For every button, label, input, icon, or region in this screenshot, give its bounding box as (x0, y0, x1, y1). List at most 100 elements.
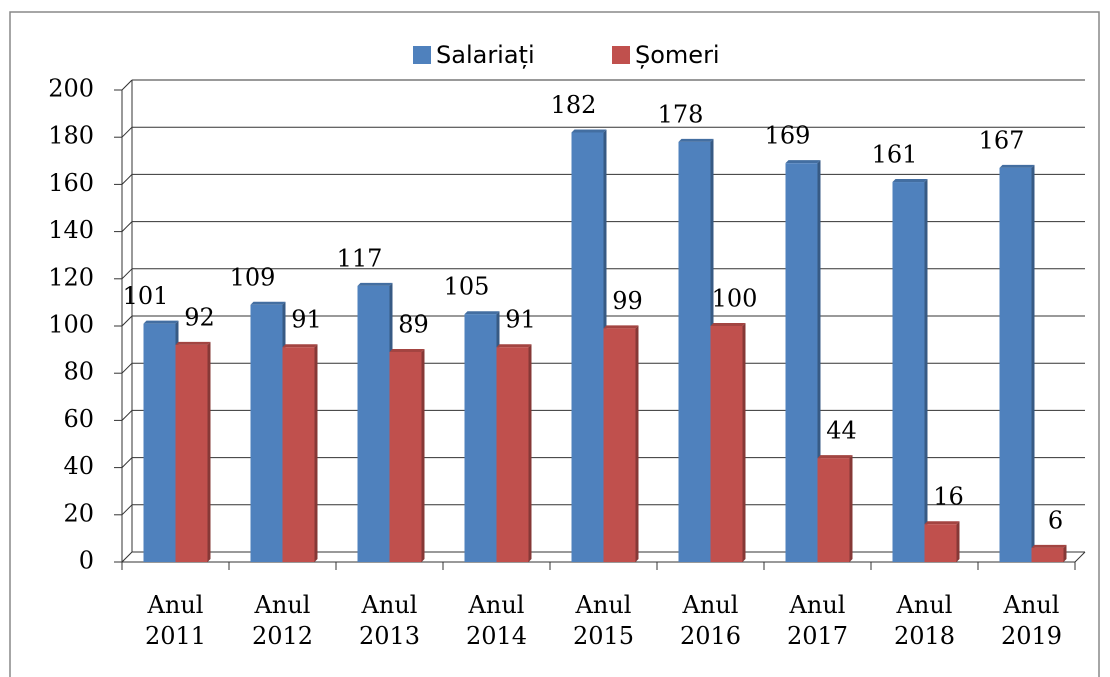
data-label: 6 (1048, 506, 1063, 534)
bar (603, 328, 636, 562)
bar (678, 141, 711, 563)
bar-top (678, 138, 714, 142)
bar-top (817, 455, 853, 459)
bar (999, 167, 1032, 562)
bar (817, 458, 850, 562)
bar-side (421, 348, 425, 562)
y-tick-label: 200 (48, 75, 94, 103)
data-label: 161 (872, 141, 918, 169)
chart-frame (9, 11, 1100, 677)
bar (892, 182, 925, 563)
y-tick-label: 180 (48, 122, 94, 150)
bar (250, 304, 283, 562)
data-label: 182 (551, 91, 597, 119)
bar (143, 323, 176, 562)
bar-top (785, 160, 821, 164)
data-label: 89 (398, 310, 429, 338)
x-axis-side (1074, 551, 1086, 563)
x-tick-label: Anul 2016 (679, 591, 742, 650)
y-tick-label: 40 (63, 452, 94, 480)
data-label: 16 (933, 483, 964, 511)
grid-line (121, 126, 133, 138)
bar (357, 285, 390, 562)
bar-top (999, 164, 1035, 168)
legend-swatch (612, 46, 630, 64)
bar-top (143, 320, 179, 324)
grid-line (121, 551, 133, 563)
bar-top (924, 521, 960, 525)
bar-top (175, 341, 211, 345)
data-label: 178 (658, 100, 704, 128)
grid-line (121, 79, 133, 91)
x-tick-label: Anul 2014 (465, 591, 528, 650)
bar (924, 524, 957, 562)
grid-line (121, 221, 133, 232)
bar (175, 344, 208, 562)
bar-side (1031, 164, 1035, 562)
grid-line (121, 457, 133, 468)
x-tick-label: Anul 2017 (786, 591, 849, 650)
bar-top (357, 282, 393, 286)
grid-line (121, 268, 133, 280)
data-label: 169 (765, 122, 811, 150)
y-tick-label: 60 (63, 405, 94, 433)
grid-line (121, 362, 133, 374)
legend-label: Șomeri (635, 41, 720, 69)
bar-top (892, 179, 928, 183)
grid-line (121, 504, 133, 516)
x-tick-label: Anul 2018 (893, 591, 956, 650)
x-tick-label: Anul 2015 (572, 591, 635, 650)
data-label: 101 (123, 282, 169, 310)
bar-side (1063, 544, 1067, 562)
bar-top (1031, 544, 1067, 548)
y-tick-label: 20 (63, 499, 94, 527)
bar (710, 326, 743, 562)
y-tick-label: 80 (63, 358, 94, 386)
grid-line (121, 315, 133, 327)
data-label: 91 (505, 306, 536, 334)
bar-side (924, 179, 928, 563)
bar-side (742, 323, 746, 562)
data-label: 109 (230, 263, 276, 291)
bar-side (635, 325, 639, 562)
y-tick-label: 0 (79, 547, 94, 575)
data-label: 99 (612, 287, 643, 315)
bar-top (603, 325, 639, 329)
bar-top (710, 323, 746, 326)
y-tick-label: 140 (48, 216, 94, 244)
data-label: 105 (444, 273, 490, 301)
bar-side (956, 521, 960, 562)
bar-side (207, 341, 211, 562)
bar (1031, 547, 1064, 562)
bar-side (528, 344, 532, 562)
bar (464, 314, 497, 562)
bar (282, 347, 315, 562)
bar (571, 132, 604, 563)
bar-side (849, 455, 853, 562)
x-tick-label: Anul 2012 (251, 591, 314, 650)
data-label: 91 (291, 306, 322, 334)
bar-top (464, 311, 500, 315)
data-label: 92 (184, 303, 215, 331)
bar (496, 347, 529, 562)
y-tick-label: 100 (48, 311, 94, 339)
bar (785, 163, 818, 562)
bar-top (282, 344, 318, 348)
bar-top (571, 129, 607, 133)
bar-top (250, 301, 286, 305)
data-label: 44 (826, 417, 857, 445)
data-label: 100 (712, 285, 758, 313)
y-tick-label: 120 (48, 263, 94, 291)
grid-line (121, 410, 133, 421)
bar-top (389, 348, 425, 352)
data-label: 117 (337, 244, 383, 272)
bar-side (314, 344, 318, 562)
grid-line (121, 174, 133, 185)
data-label: 167 (979, 126, 1025, 154)
legend-label: Salariați (436, 41, 535, 69)
bar-top (496, 344, 532, 348)
y-tick-label: 160 (48, 169, 94, 197)
bar (389, 351, 422, 562)
x-tick-label: Anul 2011 (144, 591, 207, 650)
